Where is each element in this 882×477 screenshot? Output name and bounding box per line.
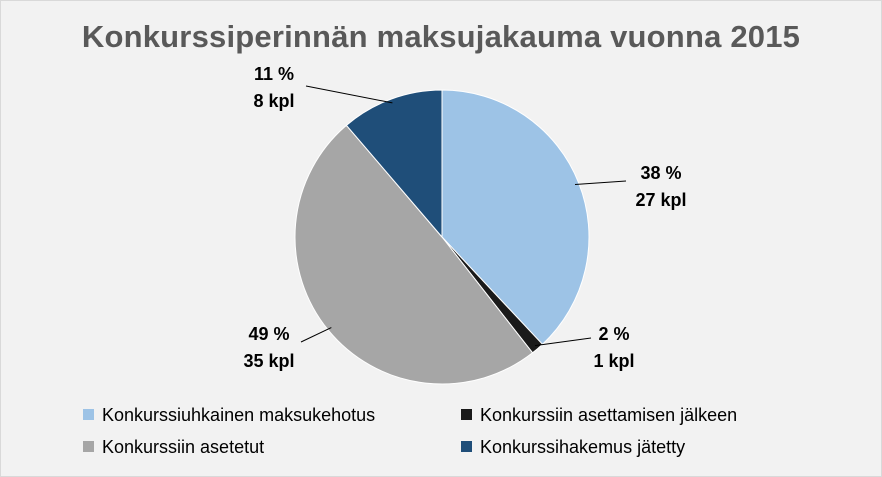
pie-slice-4 (345, 89, 443, 239)
pie-slice-3 (294, 124, 534, 385)
chart-title: Konkurssiperinnän maksujakauma vuonna 20… (81, 19, 801, 54)
legend-swatch-1 (83, 409, 94, 420)
legend-label-3: Konkurssiin asetetut (102, 437, 265, 457)
leader-line-2 (534, 337, 592, 347)
data-label-count-1: 27 kpl (635, 190, 686, 210)
legend-item-2: Konkurssiin asettamisen jälkeen (461, 405, 737, 426)
leader-line-3 (300, 327, 332, 343)
data-label-count-4: 8 kpl (253, 91, 294, 111)
data-label-count-2: 1 kpl (593, 351, 634, 371)
legend-swatch-2 (461, 409, 472, 420)
legend-item-3: Konkurssiin asetetut (83, 437, 264, 458)
leader-line-4 (305, 85, 393, 104)
legend-label-4: Konkurssihakemus jätetty (480, 437, 686, 457)
data-label-count-3: 35 kpl (243, 351, 294, 371)
legend-item-1: Konkurssiuhkainen maksukehotus (83, 405, 375, 426)
data-label-percent-3: 49 % (248, 324, 289, 344)
pie-slice-1 (441, 89, 590, 346)
legend-item-4: Konkurssihakemus jätetty (461, 437, 685, 458)
legend-label-2: Konkurssiin asettamisen jälkeen (480, 405, 738, 425)
leader-line-1 (574, 180, 627, 185)
legend-swatch-3 (83, 441, 94, 452)
data-label-percent-4: 11 % (254, 64, 294, 84)
data-label-percent-1: 38 % (640, 163, 681, 183)
legend-swatch-4 (461, 441, 472, 452)
legend-label-1: Konkurssiuhkainen maksukehotus (102, 405, 376, 425)
data-label-percent-2: 2 % (598, 324, 629, 344)
